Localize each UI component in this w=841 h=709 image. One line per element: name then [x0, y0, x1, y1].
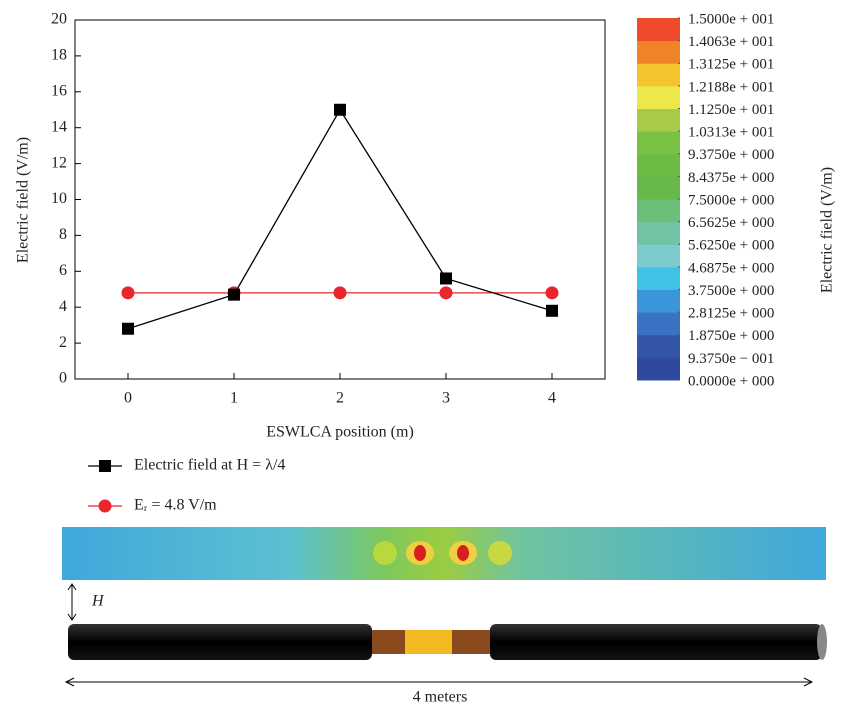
colorbar-tick-label: 5.6250e + 000 — [688, 238, 774, 254]
colorbar-tick-label: 1.8750e + 000 — [688, 328, 774, 344]
colorbar-tick-label: 7.5000e + 000 — [688, 192, 774, 208]
point — [122, 322, 134, 335]
x-tick-label: 2 — [336, 390, 344, 407]
x-tick-label: 4 — [548, 390, 556, 407]
colorbar-tick-label: 1.5000e + 001 — [688, 11, 774, 27]
y-tick-label: 10 — [51, 190, 67, 207]
colorbar-tick-label: 1.0313e + 001 — [688, 125, 774, 141]
color-band — [637, 108, 680, 132]
colorbar: 1.5000e + 001 1.4063e + 001 1.3125e + 001 1… — [637, 11, 774, 389]
color-band — [637, 221, 680, 245]
y-tick-label: 18 — [51, 47, 67, 64]
point — [546, 304, 558, 317]
colorbar-tick-label: 6.5625e + 000 — [688, 215, 774, 231]
color-band — [637, 40, 680, 64]
length-label: 4 meters — [413, 689, 468, 706]
height-arrow — [67, 583, 77, 621]
point — [228, 288, 240, 301]
y-tick-label: 2 — [59, 334, 67, 351]
y-tick-label: 14 — [51, 118, 67, 135]
y-tick-label: 0 — [59, 370, 67, 387]
color-band — [637, 266, 680, 290]
colorbar-tick-label: 3.7500e + 000 — [688, 283, 774, 299]
color-band — [637, 289, 680, 313]
color-band — [637, 153, 680, 177]
y-axis-label: Electric field (V/m) — [15, 137, 32, 263]
color-band — [637, 85, 680, 109]
y-tick-label: 12 — [51, 154, 67, 171]
point — [439, 286, 453, 300]
x-axis-label: ESWLCA position (m) — [266, 424, 414, 441]
legend-label: Electric field at H = λ/4 — [134, 457, 285, 474]
color-band — [637, 176, 680, 200]
point — [333, 286, 347, 300]
colorbar-tick-label: 1.4063e + 001 — [688, 34, 774, 50]
y-tick-label: 16 — [51, 82, 67, 99]
color-band — [637, 312, 680, 336]
colorbar-tick-label: 1.2188e + 001 — [688, 79, 774, 95]
color-band — [637, 131, 680, 155]
color-band — [637, 199, 680, 223]
colorbar-tick-label: 9.3750e − 001 — [688, 351, 774, 367]
length-arrow — [64, 677, 814, 687]
cable — [68, 624, 827, 660]
colorbar-tick-label: 0.0000e + 000 — [688, 373, 774, 389]
point — [334, 103, 346, 116]
x-tick-label: 0 — [124, 390, 132, 407]
x-tick-label: 3 — [442, 390, 450, 407]
height-label: H — [91, 593, 105, 610]
colorbar-tick-label: 8.4375e + 000 — [688, 170, 774, 186]
point — [545, 286, 559, 300]
color-band — [637, 63, 680, 87]
color-band — [637, 357, 680, 381]
colorbar-label: Electric field (V/m) — [819, 167, 836, 293]
y-tick-label: 8 — [59, 226, 67, 243]
point — [121, 286, 135, 300]
colorbar-tick-label: 4.6875e + 000 — [688, 260, 774, 276]
color-band — [637, 334, 680, 358]
legend-marker — [99, 460, 111, 472]
field-strip — [62, 527, 826, 580]
x-tick-label: 1 — [230, 390, 238, 407]
legend-marker — [98, 499, 112, 513]
colorbar-tick-label: 2.8125e + 000 — [688, 306, 774, 322]
color-band — [637, 18, 680, 42]
axes-frame — [74, 19, 606, 380]
y-tick-label: 4 — [59, 298, 67, 315]
colorbar-tick-label: 1.3125e + 001 — [688, 57, 774, 73]
point — [440, 272, 452, 285]
colorbar-tick-label: 1.1250e + 001 — [688, 102, 774, 118]
y-tick-label: 20 — [51, 11, 67, 28]
colorbar-tick-label: 9.3750e + 000 — [688, 147, 774, 163]
legend: Electric field at H = λ/4 Eᵣ = 4.8 V/m — [88, 457, 285, 514]
color-band — [637, 244, 680, 268]
legend-label: Eᵣ = 4.8 V/m — [134, 497, 217, 514]
y-tick-label: 6 — [59, 262, 67, 279]
